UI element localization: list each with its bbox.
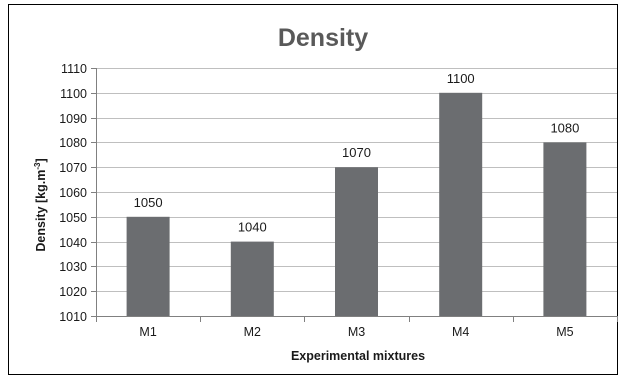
bar-m1 [126, 216, 170, 316]
y-tick-label: 1060 [59, 186, 87, 200]
bar-m4 [439, 92, 483, 316]
data-labels: 1050 1040 1070 1100 1080 [134, 71, 580, 235]
data-label-m4: 1100 [447, 71, 475, 86]
y-tick-label: 1090 [59, 112, 87, 126]
data-label-m5: 1080 [550, 120, 579, 135]
bar-m5 [543, 142, 587, 316]
y-tick-label: 1020 [59, 285, 87, 299]
y-tick-label: 1080 [59, 136, 87, 150]
y-axis-title-tail: ] [34, 158, 48, 162]
y-tick-labels: 1010 1020 1030 1040 1050 1060 1070 1080 1090 1100… [59, 62, 87, 324]
y-axis-title-superscript: -3 [33, 162, 42, 170]
x-tick-label-m5: M5 [556, 325, 573, 339]
axes [91, 68, 618, 322]
y-axis-title-main: Density [kg.m [34, 170, 48, 252]
bar-m2 [230, 241, 274, 316]
y-tick-label: 1070 [59, 161, 87, 175]
data-label-m3: 1070 [342, 145, 371, 160]
y-tick-label: 1030 [59, 260, 87, 274]
data-label-m2: 1040 [238, 220, 267, 235]
data-label-m1: 1050 [134, 195, 163, 210]
x-tick-label-m3: M3 [348, 325, 365, 339]
y-tick-label: 1110 [61, 62, 87, 76]
bars [126, 92, 587, 316]
y-tick-label: 1100 [60, 87, 87, 101]
x-tick-label-m2: M2 [244, 325, 261, 339]
x-tick-label-m4: M4 [452, 325, 469, 339]
y-tick-label: 1010 [59, 310, 87, 324]
y-tick-label: 1040 [59, 236, 87, 250]
y-axis-title: Density [kg.m-3] [33, 158, 48, 251]
x-tick-labels: M1 M2 M3 M4 M5 [139, 325, 573, 339]
chart-border [8, 4, 618, 375]
y-tick-label: 1050 [59, 211, 87, 225]
x-axis-title: Experimental mixtures [291, 349, 425, 363]
x-tick-label-m1: M1 [139, 325, 156, 339]
bar-m3 [335, 167, 378, 316]
chart-title: Density [278, 24, 368, 52]
